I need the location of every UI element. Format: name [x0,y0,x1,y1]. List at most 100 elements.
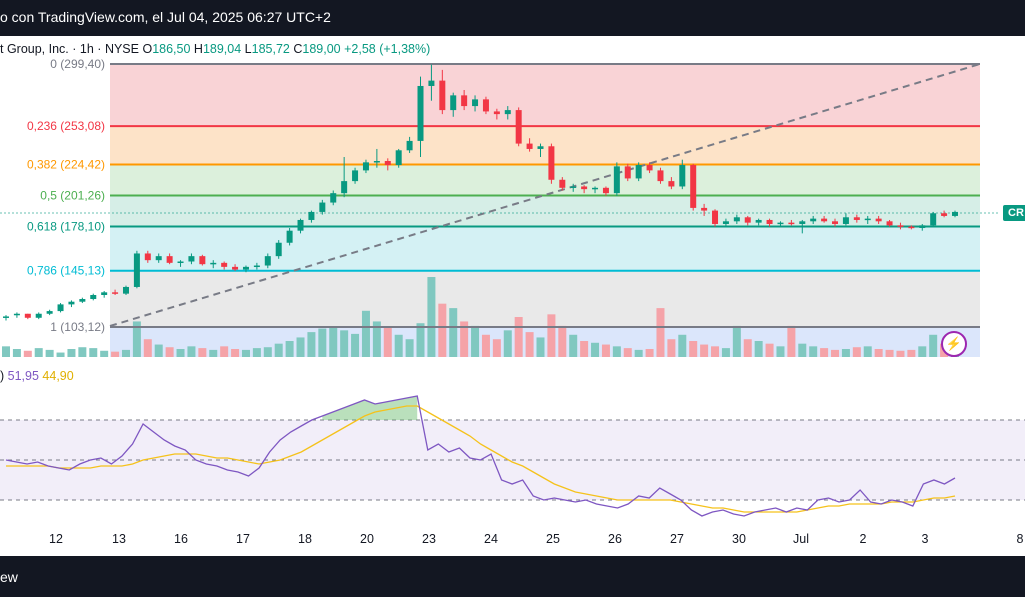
candle-body [253,265,260,268]
fib-label: 1 (103,12) [50,320,105,334]
candle-body [493,111,500,115]
x-tick-label: 25 [546,532,560,546]
fib-labels: 0 (299,40) 0,236 (253,08) 0,382 (224,42) 0,… [27,57,105,334]
volume-bar [809,346,818,357]
timeframe: 1h [79,42,94,56]
volume-bar [154,344,163,357]
volume-bar [252,348,261,357]
candle-body [482,99,489,112]
volume-bar [591,342,600,357]
candle-body [232,266,239,270]
candle-body [821,218,828,222]
fib-zone [110,164,980,196]
candle-body [559,179,566,188]
rsi-pane [0,395,1025,517]
volume-bar [67,349,76,357]
candle-body [842,217,849,224]
candle-body [592,187,599,190]
volume-bar [427,277,436,357]
fib-zone [110,64,980,127]
x-tick-label: 23 [422,532,436,546]
volume-bar [503,330,512,357]
volume-bar [558,325,567,357]
footer-text: ew [0,569,18,585]
published-text: o con TradingView.com, el Jul 04, 2025 0… [0,9,331,25]
volume-bar [481,334,490,357]
volume-bar [34,348,43,357]
candles [3,64,958,321]
candle-body [526,143,533,149]
candle-body [581,186,588,190]
candle-body [133,253,140,287]
x-tick-label: Jul [793,532,809,546]
volume-bar [798,343,807,357]
fib-label: 0,786 (145,13) [27,264,105,278]
volume-bar [198,348,207,357]
footer-bar: ew [0,556,1025,597]
volume-bar [863,346,872,357]
volume-bar [929,334,938,357]
volume-bar [351,333,360,357]
candle-body [635,165,642,179]
x-tick-label: 2 [860,532,867,546]
candle-body [297,219,304,231]
candle-body [570,186,577,188]
candle-body [199,256,206,265]
volume-bar [471,325,480,357]
volume-bar [907,349,916,357]
candle-body [90,295,97,300]
volume-bar [896,350,905,357]
fib-label: 0,5 (201,26) [40,189,105,203]
volume-bar [143,339,152,357]
x-tick-label: 27 [670,532,684,546]
volume-bar [296,337,305,357]
volume-bar [569,334,578,357]
volume-bar [623,348,632,357]
rsi-ma-line [6,405,956,513]
volume-bar [612,346,621,357]
volume-bar [634,349,643,357]
candle-body [613,166,620,194]
candle-body [341,181,348,194]
volume-bar [318,328,327,357]
open-value: 186,50 [152,42,191,56]
volume-bar [525,332,534,357]
candle-body [624,166,631,179]
candle-body [799,221,806,224]
volume-bar [187,346,196,357]
fib-zone [110,195,980,227]
lightning-icon[interactable]: ⚡ [941,331,967,357]
candle-body [101,292,108,296]
candle-body [264,256,271,266]
volume-bar [667,339,676,357]
volume-bar [361,310,370,357]
volume-bar [405,339,414,357]
fib-label: 0,236 (253,08) [27,119,105,133]
candle-body [57,304,64,312]
candle-body [221,262,228,267]
volume-bar [394,334,403,357]
volume-bar [121,349,130,357]
candle-body [210,262,217,265]
volume-bar [372,321,381,357]
candle-body [853,217,860,220]
volume-bar [209,349,218,357]
candle-body [286,230,293,243]
candle-body [46,311,53,314]
candle-body [406,140,413,151]
x-tick-label: 30 [732,532,746,546]
candle-body [428,80,435,86]
candle-body [155,256,162,261]
candle-body [275,242,282,257]
volume-bars [2,277,959,357]
volume-bar [45,349,54,357]
candle-body [701,207,708,211]
x-axis: 12 13 16 17 18 20 23 24 25 26 27 30 Jul 2 3 8 [49,532,1023,546]
volume-bar [176,349,185,357]
candle-body [744,217,751,223]
change-value: +2,58 (+1,38%) [344,42,431,56]
volume-bar [700,344,709,357]
volume-bar [656,308,665,357]
volume-bar [721,348,730,357]
